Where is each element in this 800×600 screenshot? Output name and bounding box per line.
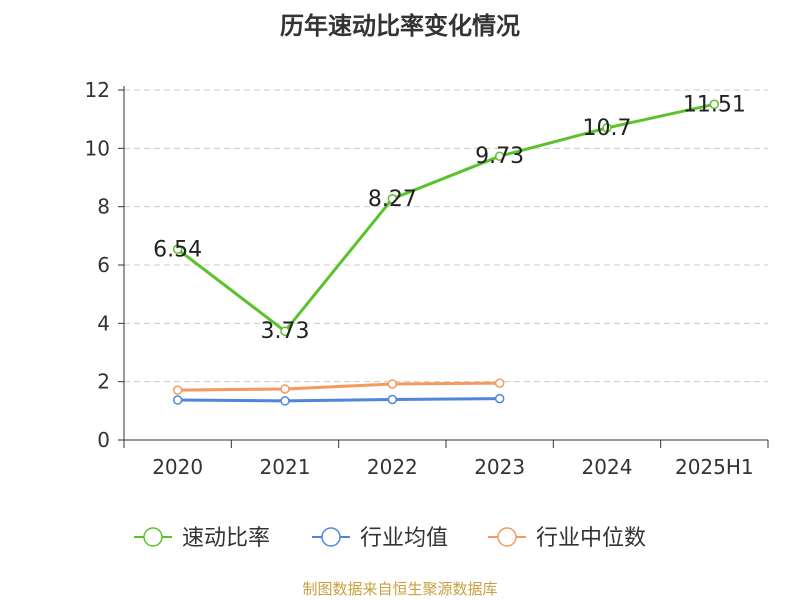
legend-label: 行业均值 xyxy=(360,526,448,551)
x-tick-label: 2021 xyxy=(260,455,311,479)
data-point xyxy=(494,378,505,388)
series-line-2 xyxy=(177,381,500,392)
x-tick-label: 2020 xyxy=(152,455,203,479)
x-tick-label: 2022 xyxy=(367,455,418,479)
y-tick-label: 2 xyxy=(97,370,110,394)
y-tick-label: 4 xyxy=(97,311,110,335)
data-point xyxy=(172,244,183,254)
legend-marker xyxy=(497,527,517,547)
grid-lines xyxy=(124,89,768,383)
x-tick-label: 2025H1 xyxy=(675,455,754,479)
legend-item-1[interactable]: 行业均值 xyxy=(312,526,448,551)
legend-item-2[interactable]: 行业中位数 xyxy=(488,526,646,551)
y-tick-label: 0 xyxy=(97,428,110,452)
data-point xyxy=(387,379,398,389)
legend-label: 速动比率 xyxy=(182,526,270,551)
data-label: 6.54 xyxy=(153,237,202,262)
data-point xyxy=(280,396,290,406)
data-label: 11.51 xyxy=(683,92,746,117)
axes: 0 2 4 6 8 10 12 2020 2021 2022 2023 2024 2025H1 xyxy=(85,78,769,479)
data-point xyxy=(709,99,720,110)
x-tick-label: 2024 xyxy=(582,455,633,479)
y-tick-label: 8 xyxy=(97,195,110,219)
data-label: 3.73 xyxy=(261,319,310,344)
source-note: 制图数据来自恒生聚源数据库 xyxy=(302,580,498,598)
data-point xyxy=(387,194,398,204)
data-label: 10.7 xyxy=(583,116,632,141)
y-tick-label: 12 xyxy=(85,78,110,102)
data-point xyxy=(280,384,290,394)
legend-label: 行业中位数 xyxy=(536,526,646,551)
series-line-0 xyxy=(176,102,715,333)
data-label: 9.73 xyxy=(475,144,524,169)
data-label: 8.27 xyxy=(368,187,417,212)
legend-marker xyxy=(143,527,163,547)
data-point xyxy=(172,385,183,395)
y-tick-label: 6 xyxy=(97,253,110,277)
legend[interactable]: 速动比率 行业均值 行业中位数 xyxy=(134,526,646,551)
legend-item-0[interactable]: 速动比率 xyxy=(134,526,270,551)
data-point xyxy=(494,151,505,161)
data-point xyxy=(387,394,398,405)
legend-marker xyxy=(321,527,341,547)
series-line-1 xyxy=(177,397,500,403)
x-tick-label: 2023 xyxy=(474,455,525,479)
data-labels: 6.54 3.73 8.27 9.73 10.7 11.51 xyxy=(153,92,746,344)
series-lines xyxy=(172,99,720,406)
data-point xyxy=(494,393,505,404)
y-tick-label: 10 xyxy=(85,136,110,160)
chart-title: 历年速动比率变化情况 xyxy=(280,12,520,40)
data-point xyxy=(602,123,612,133)
data-point xyxy=(280,326,290,336)
data-point xyxy=(172,395,183,405)
